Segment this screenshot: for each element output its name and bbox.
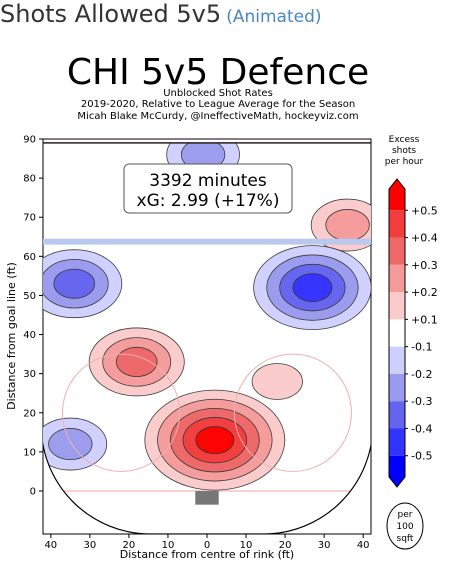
colorbar-band-4 [389,292,405,320]
heat-region-3-contour-2 [325,209,370,242]
colorbar-label-5: -0.1 [411,341,432,354]
x-tick-label-4: 0 [204,540,210,551]
colorbar-band-2 [389,237,405,265]
y-tick-label-8: 80 [23,174,36,185]
colorbar-band-3 [389,264,405,293]
colorbar-band-10 [389,455,405,487]
rink-area [43,142,371,534]
colorbar-label-4: +0.1 [411,313,438,326]
unit-badge-line-1: per [398,510,413,520]
colorbar-label-6: -0.2 [411,368,432,381]
x-axis-label: Distance from centre of rink (ft) [120,548,294,561]
colorbar-band-8 [389,401,405,429]
colorbar-band-6 [389,346,405,374]
blue-line [43,238,371,245]
colorbar-label-7: -0.3 [411,395,432,408]
colorbar-label-1: +0.4 [411,232,438,245]
heat-region-6-contour-4 [292,273,333,303]
rink-boards [43,142,371,534]
chart-subtitle-1: Unblocked Shot Rates [163,88,273,99]
colorbar-label-0: +0.5 [411,204,438,217]
x-tick-label-0: 40 [44,540,57,551]
unit-badge-line-3: sqft [397,534,414,544]
x-tick-label-6: 20 [279,540,292,551]
colorbar-band-9 [389,428,405,456]
animated-link[interactable]: (Animated) [226,7,322,27]
stats-xg: xG: 2.99 (+17%) [137,191,280,211]
y-tick-label-6: 60 [23,252,36,263]
heat-region-2-contour-1 [251,363,303,400]
colorbar-outline [388,178,406,488]
y-tick-label-4: 40 [23,330,36,341]
axes: 40 30 20 10 0 10 20 30 40 0 10 20 30 40 50 60 70 80 90 [23,135,369,552]
heat-region-7-contour-2 [48,428,93,461]
y-tick-label-9: 90 [23,135,36,146]
colorbar-label-9: -0.5 [411,450,432,463]
chart-subtitle-3: Micah Blake McCurdy, @IneffectiveMath, h… [77,111,358,122]
y-axis-label: Distance from goal line (ft) [5,262,18,410]
colorbar: Excess shots per hour +0.5 +0.4 +0.3 +0.2 +0… [385,135,438,488]
colorbar-band-1 [389,210,405,238]
colorbar-band-7 [389,373,405,402]
x-tick-label-8: 40 [357,540,370,551]
colorbar-label-3: +0.2 [411,286,438,299]
x-tick-label-1: 30 [83,540,96,551]
colorbar-title-3: per hour [385,157,424,167]
stats-box [123,163,293,214]
colorbar-label-2: +0.3 [411,259,438,272]
colorbar-title-2: shots [392,146,416,156]
unit-badge-line-2: 100 [396,522,413,532]
y-tick-label-0: 0 [30,486,36,497]
faceoff-circle-1 [62,353,181,472]
stats-minutes: 3392 minutes [149,171,267,191]
colorbar-title-1: Excess [389,135,420,145]
heat-region-5-contour-3 [53,268,96,299]
y-tick-label-1: 10 [23,447,36,458]
chart-subtitle-2: 2019-2020, Relative to League Average fo… [81,99,355,110]
y-tick-label-7: 70 [23,213,36,224]
y-tick-label-5: 50 [23,291,36,302]
goal-net [195,490,219,505]
x-tick-label-2: 20 [123,540,136,551]
faceoff-circle-2 [233,353,352,472]
heat-region-0-contour-5 [195,426,235,455]
colorbar-band-0 [389,179,405,211]
colorbar-band-5 [389,319,405,347]
rink-inner [43,142,371,505]
x-tick-label-7: 30 [318,540,331,551]
chart-title: CHI 5v5 Defence [67,52,369,93]
colorbar-label-8: -0.4 [411,422,432,435]
y-tick-label-3: 30 [23,369,36,380]
y-tick-label-2: 20 [23,408,36,419]
x-tick-label-5: 10 [240,540,253,551]
unit-badge: per 100 sqft [386,502,424,550]
page-heading: Shots Allowed 5v5 [0,0,222,28]
page-header: Shots Allowed 5v5 (Animated) [0,0,471,34]
x-tick-label-3: 10 [162,540,175,551]
